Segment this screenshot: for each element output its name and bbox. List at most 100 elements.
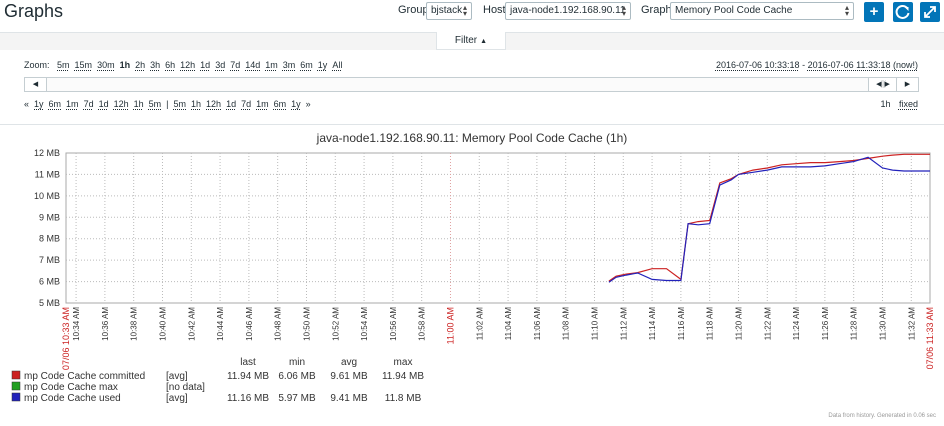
triangle-right-icon: ▶	[904, 81, 911, 88]
host-select[interactable]: java-node1.192.168.90.11 ▴ ▾	[505, 2, 631, 20]
zoom-link-1d[interactable]: 1d	[200, 60, 211, 70]
back-link-5m[interactable]: 5m	[148, 99, 162, 109]
zoom-link-7d[interactable]: 7d	[230, 60, 241, 70]
y-tick-label: 5 MB	[39, 298, 60, 308]
zoom-link-30m[interactable]: 30m	[97, 60, 115, 70]
back-link-7d[interactable]: 7d	[83, 99, 94, 109]
legend-series-name: mp Code Cache max	[24, 382, 118, 393]
back-link-6m[interactable]: 6m	[48, 99, 62, 109]
graph-select[interactable]: Memory Pool Code Cache ▴ ▾	[670, 2, 854, 20]
zoom-link-1y[interactable]: 1y	[317, 60, 328, 70]
triangle-left-icon: ◀	[32, 81, 39, 88]
legend-header: min	[289, 357, 305, 368]
forward-link-1y[interactable]: 1y	[291, 99, 301, 109]
zoom-link-5m[interactable]: 5m	[57, 60, 70, 70]
time-scrollbar[interactable]: ◀ ◀░▶ ▶	[24, 77, 919, 92]
x-tick-label: 11:18 AM	[706, 307, 715, 341]
zoom-link-6m[interactable]: 6m	[300, 60, 313, 70]
x-tick-label: 10:34 AM	[72, 307, 81, 341]
forward-link-7d[interactable]: 7d	[241, 99, 252, 109]
scroll-left-button[interactable]: ◀	[25, 78, 47, 91]
x-tick-label: 11:22 AM	[763, 307, 772, 341]
y-tick-label: 9 MB	[39, 212, 60, 222]
back-link-1m[interactable]: 1m	[66, 99, 79, 109]
forward-link-1m[interactable]: 1m	[256, 99, 269, 109]
back-link-1h[interactable]: 1h	[133, 99, 144, 109]
x-tick-label: 11:04 AM	[504, 307, 513, 341]
group-select[interactable]: bjstack ▴ ▾	[426, 2, 472, 20]
zoom-link-1m[interactable]: 1m	[265, 60, 278, 70]
graph-area: java-node1.192.168.90.11: Memory Pool Co…	[0, 124, 944, 420]
range-from[interactable]: 2016-07-06 10:33:18	[715, 60, 800, 70]
x-tick-label: 10:54 AM	[360, 307, 369, 341]
refresh-button[interactable]	[893, 2, 913, 22]
forward-arrows: »	[305, 99, 311, 109]
back-link-1y[interactable]: 1y	[34, 99, 44, 109]
legend-header: avg	[341, 357, 357, 368]
y-tick-label: 6 MB	[39, 277, 60, 287]
forward-link-1d[interactable]: 1d	[226, 99, 237, 109]
legend-max-value: 11.94 MB	[382, 371, 424, 382]
forward-link-1h[interactable]: 1h	[191, 99, 202, 109]
legend-last-value: 11.94 MB	[227, 371, 269, 382]
forward-link-5m[interactable]: 5m	[173, 99, 187, 109]
legend-min-value: 6.06 MB	[278, 371, 316, 382]
x-tick-label: 10:48 AM	[274, 307, 283, 341]
zoom-link-1h[interactable]: 1h	[119, 60, 131, 70]
y-tick-label: 8 MB	[39, 234, 60, 244]
group-label: Group	[398, 4, 429, 16]
fullscreen-button[interactable]	[920, 2, 940, 22]
zoom-row: Zoom: 5m 15m 30m 1h 2h 3h 6h 12h 1d 3d 7d 14d 1m 3m 6m…	[24, 60, 347, 70]
scroll-right-button[interactable]: ▶	[896, 78, 918, 91]
thumb-handle-icon: ◀░▶	[876, 81, 890, 88]
select-arrows-icon: ▴ ▾	[621, 3, 626, 18]
zoom-link-3d[interactable]: 3d	[215, 60, 226, 70]
zoom-link-14d[interactable]: 14d	[245, 60, 261, 70]
x-tick-label: 11:14 AM	[648, 307, 657, 341]
plot-frame	[65, 152, 931, 304]
series-line-0	[608, 153, 930, 282]
filter-toggle-tab[interactable]: Filter ▲	[436, 32, 506, 50]
back-link-1d[interactable]: 1d	[98, 99, 109, 109]
legend-header: max	[394, 357, 413, 368]
fixed-toggle-link[interactable]: fixed	[898, 99, 918, 109]
graph-select-value: Memory Pool Code Cache	[675, 5, 793, 16]
range-separator: -	[799, 60, 808, 70]
time-range: 2016-07-06 10:33:18 - 2016-07-06 11:33:1…	[716, 60, 918, 70]
zoom-link-6h[interactable]: 6h	[165, 60, 176, 70]
x-tick-label: 11:26 AM	[821, 307, 830, 341]
add-to-favourites-button[interactable]: +	[864, 2, 884, 22]
zoom-link-3m[interactable]: 3m	[282, 60, 296, 70]
refresh-icon	[895, 4, 910, 19]
scroll-thumb[interactable]: ◀░▶	[868, 78, 896, 91]
x-tick-label: 11:32 AM	[907, 307, 916, 341]
zoom-link-3h[interactable]: 3h	[150, 60, 161, 70]
legend-avg-value: 9.61 MB	[330, 371, 368, 382]
legend-series-name: mp Code Cache used	[24, 393, 121, 404]
range-now-link[interactable]: (now!)	[892, 60, 918, 70]
y-tick-label: 7 MB	[39, 255, 60, 265]
back-arrows: «	[24, 99, 30, 109]
zoom-label: Zoom:	[24, 60, 50, 70]
x-tick-label: 11:00 AM	[445, 307, 455, 344]
x-tick-label: 10:52 AM	[331, 307, 340, 341]
filter-bar: Filter ▲ Zoom: 5m 15m 30m 1h 2h 3h 6h 12h 1d 3d 7d 1…	[0, 32, 944, 123]
legend-last-value: 11.16 MB	[227, 393, 269, 404]
x-tick-label: 10:42 AM	[187, 307, 196, 341]
filter-panel: Zoom: 5m 15m 30m 1h 2h 3h 6h 12h 1d 3d 7d 14d 1m 3m 6m…	[0, 50, 944, 123]
back-link-12h[interactable]: 12h	[113, 99, 129, 109]
x-tick-label: 10:44 AM	[216, 307, 225, 341]
zoom-link-all[interactable]: All	[332, 60, 343, 70]
zoom-link-15m[interactable]: 15m	[74, 60, 93, 70]
x-tick-label: 10:58 AM	[418, 307, 427, 341]
x-tick-label: 10:50 AM	[302, 307, 311, 341]
generated-note: Data from history. Generated in 0.06 sec	[828, 413, 936, 419]
caret-up-icon: ▲	[480, 38, 488, 45]
zoom-link-12h[interactable]: 12h	[180, 60, 196, 70]
host-label: Host	[483, 4, 506, 16]
legend-series-func: [avg]	[166, 393, 188, 404]
forward-link-12h[interactable]: 12h	[206, 99, 222, 109]
range-to[interactable]: 2016-07-06 11:33:18	[807, 60, 891, 70]
zoom-link-2h[interactable]: 2h	[135, 60, 146, 70]
forward-link-6m[interactable]: 6m	[273, 99, 287, 109]
